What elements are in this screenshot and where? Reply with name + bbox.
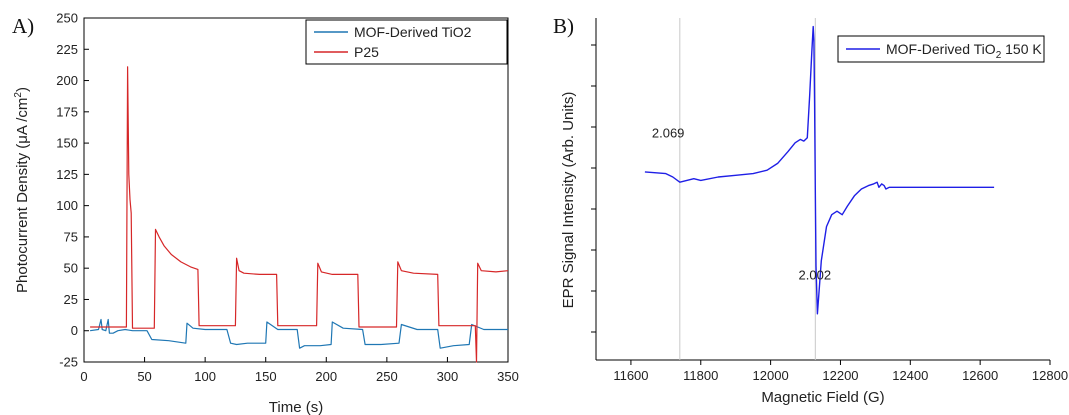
y-tick-label: 0 xyxy=(71,323,78,338)
series-line-p25 xyxy=(90,66,509,363)
x-tick-label: 0 xyxy=(80,369,87,384)
panel-b-y-axis-label: EPR Signal Intensity (Arb. Units) xyxy=(560,92,577,309)
y-tick-label: 250 xyxy=(56,11,78,26)
panel-b-x-axis-label: Magnetic Field (G) xyxy=(761,389,884,406)
panel-a-ticks: 0 50 100 150 200 250 300 350-250255075100125150… xyxy=(56,11,519,385)
x-tick-label: 200 xyxy=(315,369,337,384)
y-tick-label: 150 xyxy=(56,136,78,151)
series-line-epr xyxy=(644,25,995,315)
y-tick-label: 200 xyxy=(56,73,78,88)
panel-b-ticks: 11600 11800 12000 12200 12400 12600 12800 xyxy=(591,44,1068,383)
panel-b-legend: MOF-Derived TiO2 150 K xyxy=(837,35,1045,63)
x-tick-label: 150 xyxy=(255,369,277,384)
y-tick-label: 125 xyxy=(56,167,78,182)
annotation-2-069: 2.069 xyxy=(652,126,685,141)
legend-label-mof: MOF-Derived TiO2 xyxy=(354,24,472,40)
y-tick-label: 225 xyxy=(56,42,78,57)
x-tick-label: 350 xyxy=(497,369,519,384)
x-tick-label: 250 xyxy=(376,369,398,384)
x-tick-label: 11800 xyxy=(683,368,718,383)
x-tick-label: 12800 xyxy=(1032,368,1068,383)
legend-label-epr: MOF-Derived TiO2 150 K xyxy=(886,41,1042,61)
panel-b-series xyxy=(644,25,995,315)
panel-a-x-axis-label: Time (s) xyxy=(269,399,323,415)
y-tick-label: 25 xyxy=(64,292,78,307)
panel-a-legend-box xyxy=(305,19,508,65)
y-tick-label: 175 xyxy=(56,104,78,119)
panel-a-y-axis-label: Photocurrent Density (μA /cm2) xyxy=(13,87,31,293)
y-tick-label: 50 xyxy=(64,261,78,276)
x-tick-label: 50 xyxy=(137,369,151,384)
x-tick-label: 12600 xyxy=(962,368,998,383)
panel-b-reference-lines xyxy=(679,18,816,360)
panel-a-series xyxy=(90,66,509,363)
panel-b-letter: B) xyxy=(553,14,574,38)
x-tick-label: 12200 xyxy=(822,368,858,383)
x-tick-label: 11600 xyxy=(613,368,648,383)
series-line-mof-derived-tio2 xyxy=(90,318,508,349)
annotation-2-002: 2.002 xyxy=(799,268,832,283)
panel-a-legend: MOF-Derived TiO2 P25 xyxy=(305,19,508,65)
y-tick-label: 75 xyxy=(64,229,78,244)
x-tick-label: 12400 xyxy=(892,368,928,383)
y-tick-label: -25 xyxy=(59,355,78,370)
x-tick-label: 100 xyxy=(194,369,216,384)
x-tick-label: 300 xyxy=(437,369,459,384)
panel-a-plot-frame xyxy=(83,17,509,363)
panel-a-letter: A) xyxy=(12,14,34,38)
x-tick-label: 12000 xyxy=(753,368,789,383)
y-tick-label: 100 xyxy=(56,198,78,213)
legend-label-p25: P25 xyxy=(354,44,379,60)
